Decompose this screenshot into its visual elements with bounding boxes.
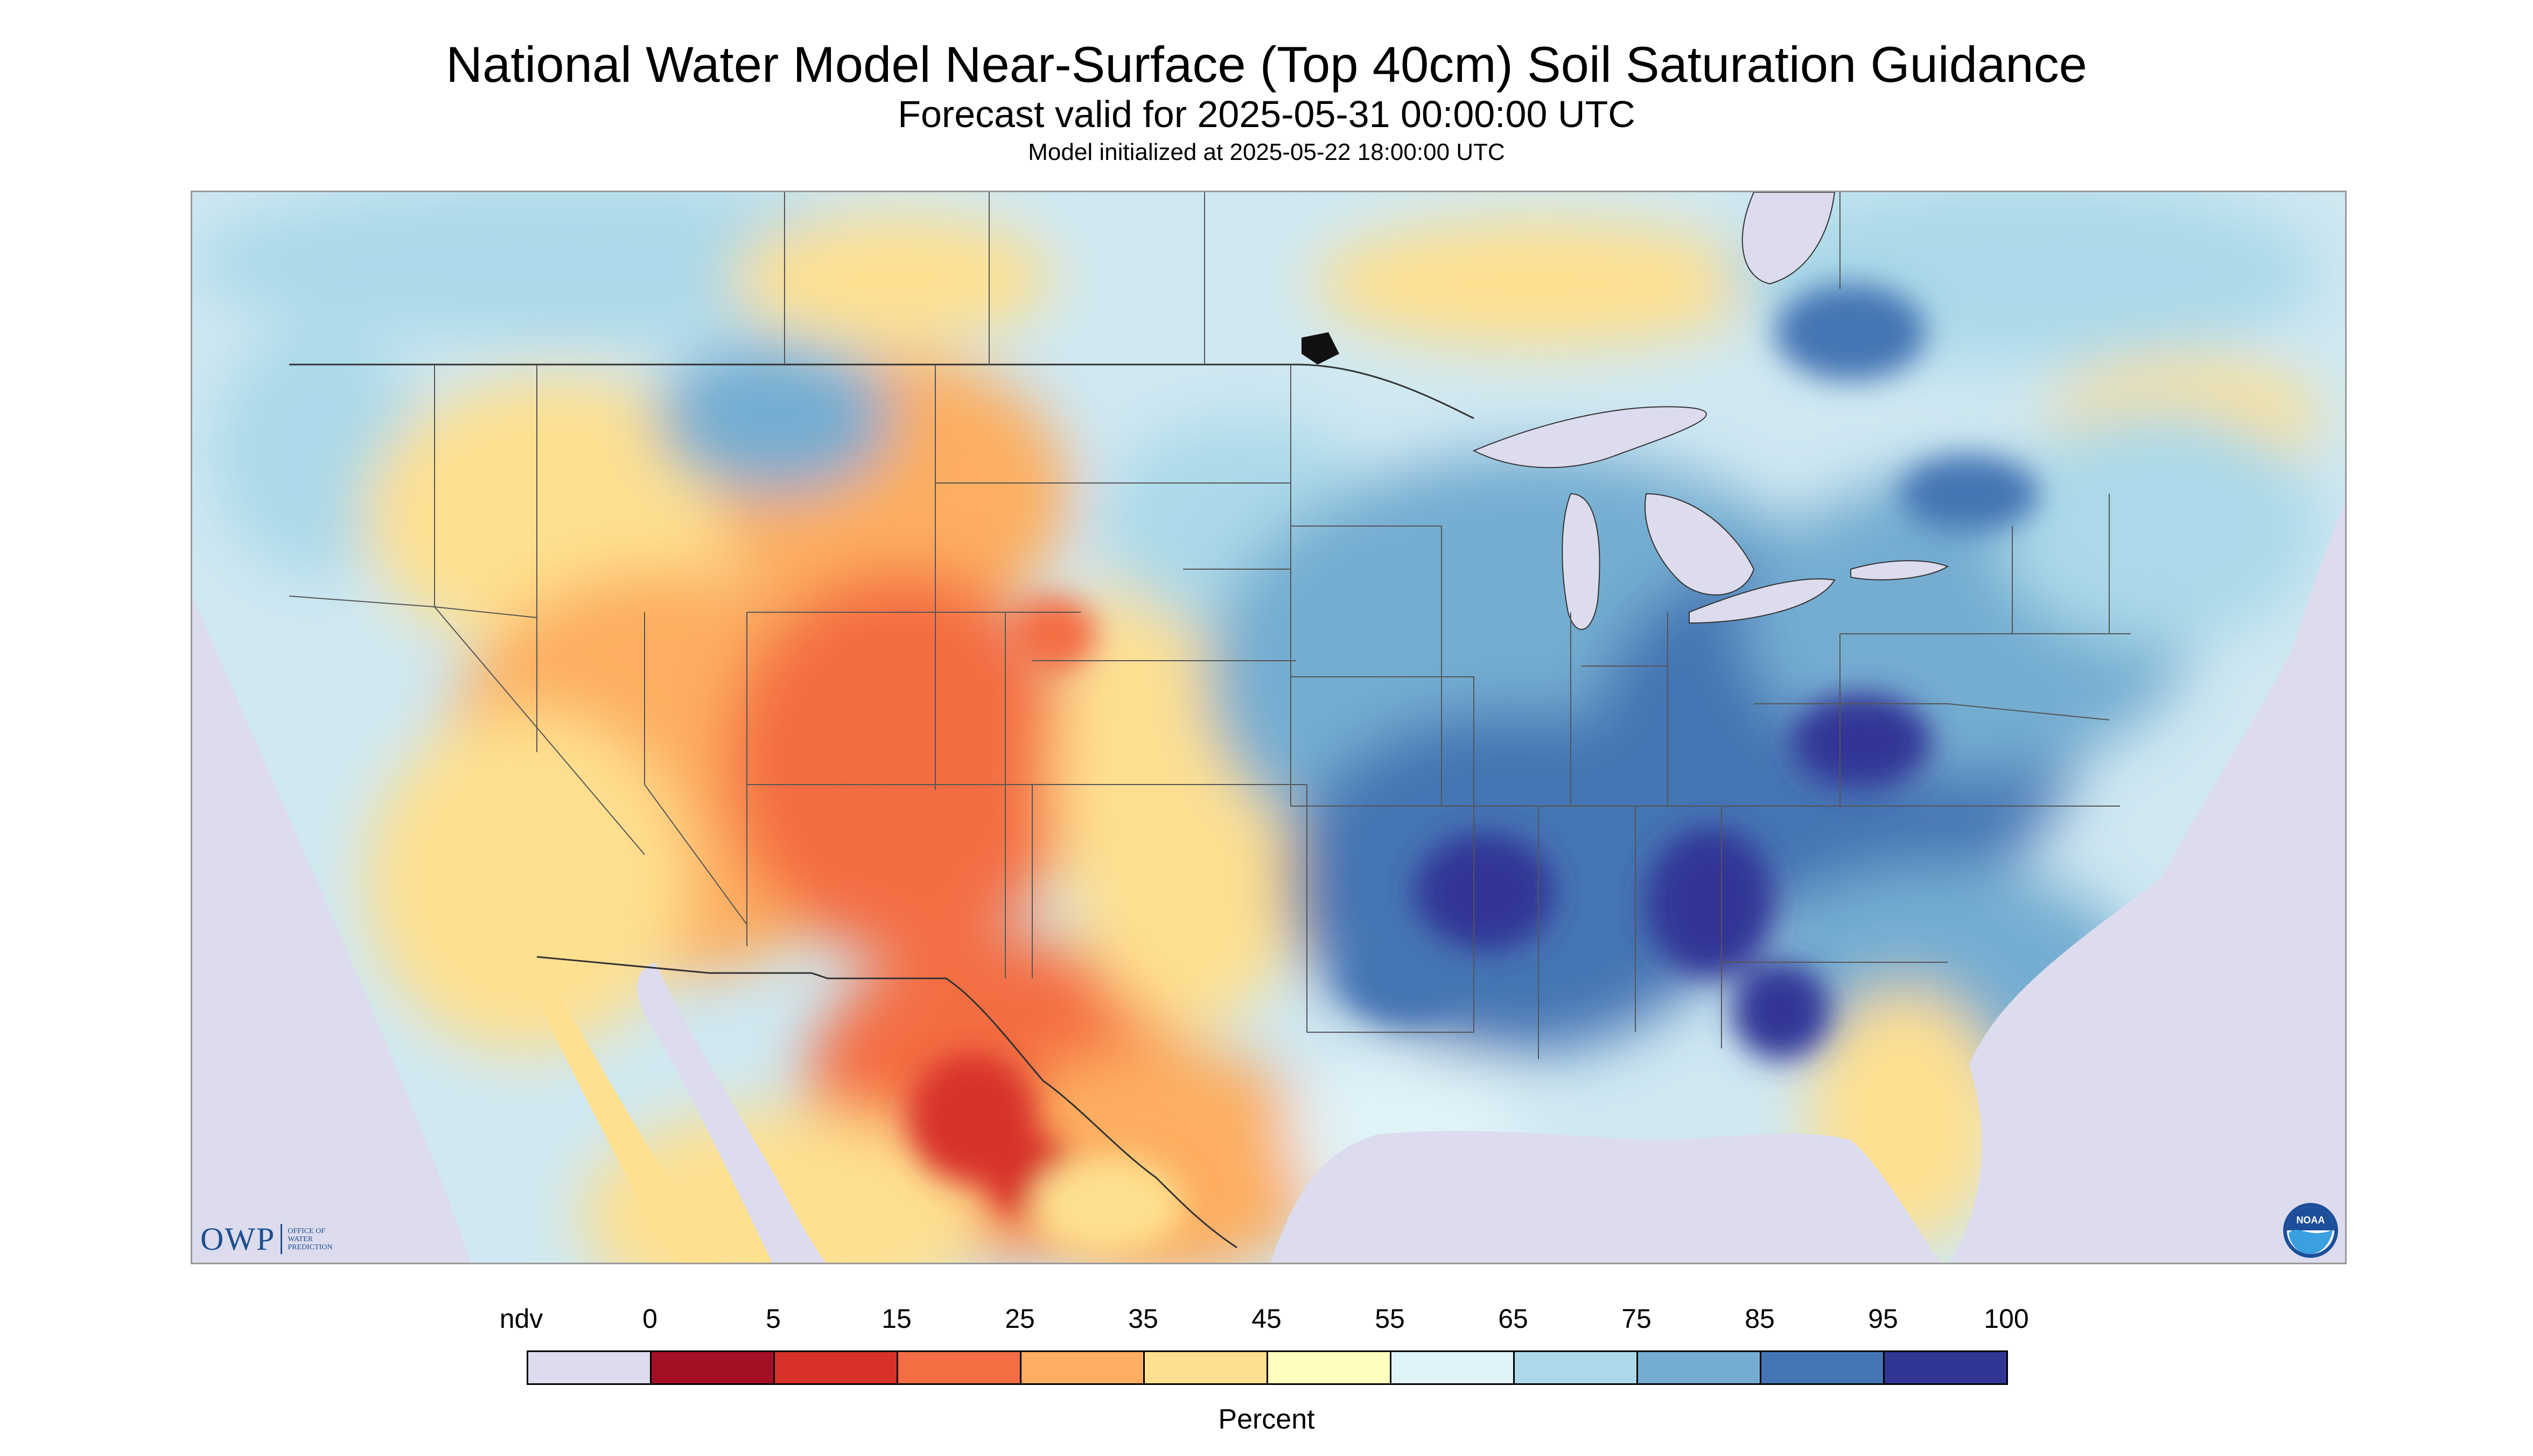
soil-saturation-map	[191, 191, 2347, 1264]
land-layer	[192, 192, 2345, 1263]
legend-swatch	[1266, 1350, 1391, 1385]
legend-tick-label: 15	[881, 1304, 912, 1334]
noaa-logo-text: NOAA	[2297, 1215, 2325, 1226]
model-init-line: Model initialized at 2025-05-22 18:00:00…	[1028, 139, 1505, 165]
province-boundaries	[784, 192, 1841, 365]
owp-logo-line: PREDICTION	[288, 1243, 333, 1251]
legend-tick-label: 25	[1005, 1304, 1035, 1334]
us-mexico-border	[536, 956, 1237, 1249]
gulf-of-california	[637, 962, 825, 1263]
legend-tick-label: 75	[1621, 1304, 1652, 1334]
lake-erie	[1689, 578, 1836, 624]
lake-of-the-woods	[1302, 332, 1339, 365]
legend-tick-label: 100	[1984, 1304, 2029, 1334]
map-canvas	[192, 192, 2345, 1263]
forecast-valid-subtitle: Forecast valid for 2025-05-31 00:00:00 U…	[898, 93, 1635, 135]
map-title: National Water Model Near-Surface (Top 4…	[446, 36, 2087, 93]
legend-tick-label: 55	[1375, 1304, 1405, 1334]
legend-swatch	[1020, 1350, 1145, 1385]
legend-swatch	[1513, 1350, 1638, 1385]
state-boundaries	[289, 365, 2131, 1059]
noaa-logo: NOAA	[2283, 1203, 2338, 1258]
baja-peninsula	[535, 962, 718, 1263]
owp-logo-letters: OWP	[200, 1221, 276, 1257]
owp-logo-line: OFFICE OF	[288, 1227, 325, 1235]
owp-logo-line: WATER	[288, 1235, 313, 1243]
gulf-of-mexico	[1270, 1131, 1940, 1263]
legend-swatch	[527, 1350, 652, 1385]
us-canada-border	[289, 363, 1474, 419]
legend-swatch	[1636, 1350, 1761, 1385]
legend-tick-label: 5	[766, 1304, 781, 1334]
legend-tick-label: 35	[1128, 1304, 1158, 1334]
legend-swatch	[1883, 1350, 2008, 1385]
legend-swatch	[1143, 1350, 1268, 1385]
hudson-bay	[1741, 192, 1836, 285]
legend-swatch	[897, 1350, 1021, 1385]
lake-huron	[1645, 493, 1755, 596]
legend-tick-label: 45	[1251, 1304, 1282, 1334]
legend-tick-label: 85	[1745, 1304, 1775, 1334]
legend-swatch	[1760, 1350, 1885, 1385]
legend-tick-label: 95	[1868, 1304, 1898, 1334]
legend-swatch	[773, 1350, 898, 1385]
legend-label: Percent	[1218, 1404, 1315, 1435]
legend-tick-label: 65	[1498, 1304, 1528, 1334]
legend-swatch	[1390, 1350, 1515, 1385]
atlantic-ocean	[1949, 573, 2345, 1263]
lake-michigan	[1562, 493, 1600, 630]
legend-tick-label: ndv	[499, 1304, 543, 1334]
lake-ontario	[1850, 560, 1949, 580]
legend-tick-label: 0	[642, 1304, 657, 1334]
owp-logo: OWP OFFICE OF WATER PREDICTION	[200, 1220, 333, 1258]
legend-swatch	[650, 1350, 775, 1385]
owp-logo-text: OFFICE OF WATER PREDICTION	[288, 1227, 332, 1251]
owp-logo-divider	[281, 1224, 283, 1254]
lake-superior	[1472, 406, 1707, 468]
